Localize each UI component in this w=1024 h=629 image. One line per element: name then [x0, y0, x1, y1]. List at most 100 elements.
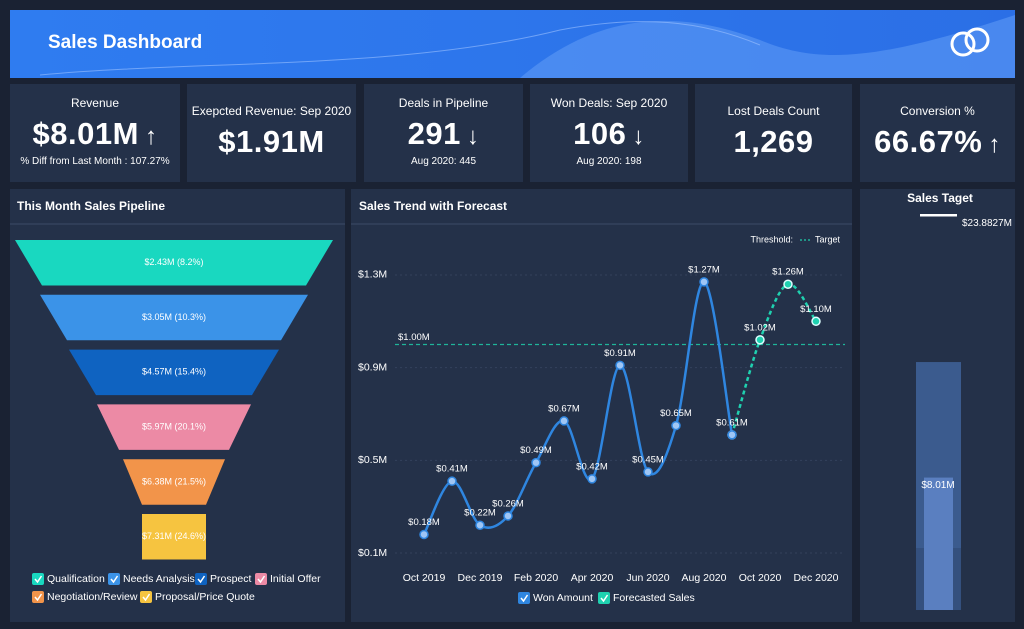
x-tick-label: Aug 2020: [682, 572, 727, 584]
data-label: $1.10M: [800, 304, 832, 315]
data-label: $3.05M (10.3%): [142, 312, 206, 322]
kpi-number: 66.67%: [874, 124, 983, 159]
funnel-segment: [97, 404, 251, 450]
data-label: $1.26M: [772, 267, 804, 278]
panel-title: This Month Sales Pipeline: [17, 199, 165, 213]
header-wave-line: [39, 21, 761, 76]
legend-label: Negotiation/Review: [47, 591, 138, 603]
legend-label: Initial Offer: [270, 573, 321, 585]
point: [615, 360, 625, 371]
kpi-number: 106: [573, 116, 627, 151]
legend-swatch: [108, 573, 120, 585]
panel-title: Sales Taget: [907, 191, 973, 205]
kpi-value: 106 ↓: [530, 116, 688, 152]
x-tick-label: Dec 2019: [458, 572, 503, 584]
funnel-segment: [15, 240, 333, 286]
point: [699, 277, 709, 287]
legend-check: [600, 594, 609, 603]
legend-check: [257, 575, 266, 584]
legend-swatch: [598, 592, 610, 604]
point: [783, 279, 793, 289]
panel: [351, 189, 852, 622]
funnel-segment: [123, 459, 225, 505]
data-label: $0.26M: [492, 498, 524, 509]
legend-swatch: [255, 573, 267, 585]
y-tick-label: $0.5M: [358, 454, 387, 466]
legend-label: Qualification: [47, 573, 105, 585]
point: [727, 430, 737, 440]
threshold-label: $1.00M: [398, 332, 430, 343]
point: [503, 511, 513, 521]
kpi-card: Exepcted Revenue: Sep 2020 $1.91M: [187, 84, 356, 182]
kpi-value: 66.67% ↑: [860, 124, 1015, 160]
kpi-title: Deals in Pipeline: [398, 96, 489, 110]
data-label: $0.61M: [716, 417, 748, 428]
threshold-name: Target: [815, 234, 841, 244]
legend-label: Prospect: [210, 573, 252, 585]
legend-check: [34, 593, 43, 602]
kpi-number: 1,269: [733, 124, 814, 159]
kpi-card: Revenue $8.01M ↑ % Diff from Last Month : 1…: [10, 84, 180, 182]
y-tick-label: $0.1M: [358, 547, 387, 559]
y-tick-label: $0.9M: [358, 361, 387, 373]
data-label: $0.42M: [576, 461, 608, 472]
data-label: $0.65M: [660, 408, 692, 419]
x-tick-label: Apr 2020: [571, 572, 614, 584]
legend-label: Needs Analysis: [123, 573, 195, 585]
funnel-segment: [142, 514, 206, 560]
point: [531, 457, 541, 468]
funnel-segment: [69, 349, 279, 396]
header-wave: [520, 15, 1015, 78]
target-label: $23.8827M: [962, 218, 1012, 229]
kpi-arrow: ↑: [144, 123, 158, 150]
kpi-title: Revenue: [70, 96, 120, 110]
legend-check: [110, 575, 119, 584]
value-label: $8.01M: [921, 480, 954, 491]
point: [587, 474, 597, 484]
legend-swatch: [32, 591, 44, 603]
legend-label: Won Amount: [533, 592, 593, 604]
kpi-number: 291: [407, 116, 461, 151]
x-tick-label: Oct 2020: [739, 572, 782, 584]
x-tick-label: Jun 2020: [626, 572, 669, 584]
legend-check: [197, 575, 206, 584]
kpi-card: Deals in Pipeline 291 ↓ Aug 2020: 445: [364, 84, 523, 182]
kpi-arrow: ↓: [632, 123, 645, 150]
data-label: $7.31M (24.6%): [142, 531, 206, 541]
data-label: $5.97M (20.1%): [142, 422, 206, 432]
data-label: $6.38M (21.5%): [142, 476, 206, 486]
data-label: $0.22M: [464, 508, 496, 519]
kpi-value: $8.01M ↑: [10, 116, 180, 152]
data-label: $0.45M: [632, 454, 664, 465]
kpi-number: $8.01M: [32, 116, 139, 151]
kpi-card: Won Deals: Sep 2020 106 ↓ Aug 2020: 198: [530, 84, 688, 182]
legend-check: [142, 593, 151, 602]
x-tick-label: Dec 2020: [794, 572, 839, 584]
point: [559, 416, 569, 426]
point: [447, 476, 457, 486]
point: [475, 520, 485, 530]
legend-check: [520, 594, 529, 603]
kpi-value: $1.91M: [187, 124, 356, 160]
kpi-note: Aug 2020: 445: [410, 156, 477, 167]
kpi-title: Exepcted Revenue: Sep 2020: [191, 104, 352, 118]
threshold-title: Threshold:: [750, 234, 793, 244]
logo: [950, 27, 990, 57]
legend-swatch: [140, 591, 152, 603]
point: [419, 529, 429, 540]
data-label: $0.49M: [520, 445, 552, 456]
legend-label: Forecasted Sales: [613, 592, 695, 604]
kpi-note: Aug 2020: 198: [576, 156, 642, 167]
x-tick-label: Feb 2020: [514, 572, 559, 584]
legend-check: [34, 575, 43, 584]
kpi-note: % Diff from Last Month : 107.27%: [20, 156, 170, 167]
legend-label: Proposal/Price Quote: [155, 591, 255, 603]
data-label: $2.43M (8.2%): [144, 257, 203, 267]
legend-swatch: [32, 573, 44, 585]
kpi-title: Won Deals: Sep 2020: [550, 96, 668, 110]
point: [643, 467, 653, 477]
kpi-arrow: ↑: [988, 131, 1001, 158]
kpi-title: Conversion %: [900, 104, 975, 118]
